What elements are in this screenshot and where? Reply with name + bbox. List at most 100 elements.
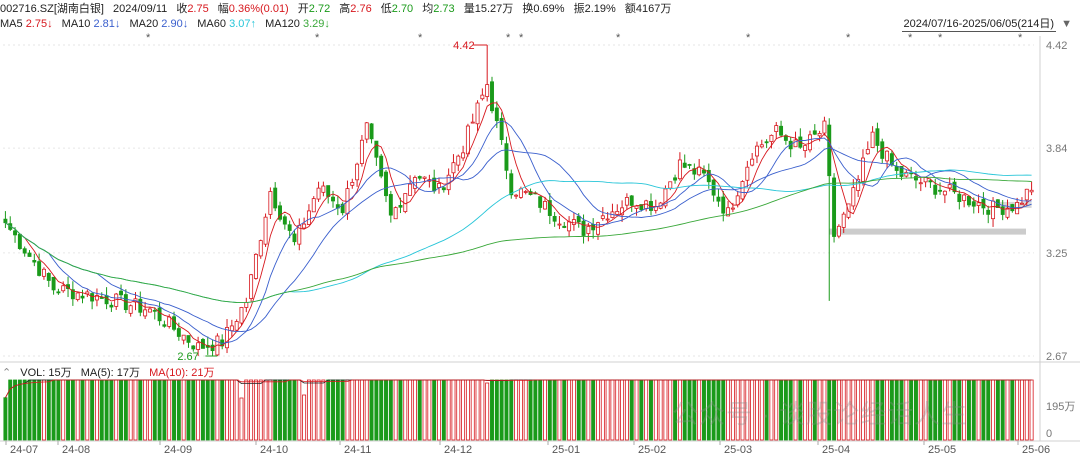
volume-legend: ⌃ VOL: 15万 MA(5): 17万 MA(10): 21万 — [2, 366, 220, 380]
candle — [90, 292, 95, 310]
candle-body — [557, 223, 562, 226]
candle-body — [1005, 207, 1010, 218]
stock-code-name[interactable]: 002716.SZ[湖南白银] — [0, 3, 104, 15]
candle — [56, 288, 61, 295]
volume-bar — [369, 379, 374, 441]
candle — [229, 319, 234, 337]
candle-body — [702, 169, 706, 174]
candle-body — [755, 145, 759, 157]
volume-bar — [205, 379, 210, 441]
volume-bar — [56, 379, 61, 441]
candle-body — [490, 81, 494, 112]
candle-body — [51, 276, 56, 291]
volume-bar — [1029, 379, 1034, 441]
candle — [480, 88, 485, 101]
volume-bar — [461, 379, 466, 441]
candle-body — [316, 187, 321, 200]
candle — [875, 122, 880, 152]
candle — [952, 178, 957, 194]
candle-body — [918, 182, 923, 185]
candle — [880, 138, 885, 164]
ma60-legend: MA60 3.07↑ — [197, 18, 256, 30]
x-tick-label: 25-05 — [928, 444, 956, 456]
volume-bar — [615, 379, 620, 441]
x-tick-label: 25-02 — [638, 444, 666, 456]
candle-body — [263, 216, 268, 245]
volume-bar — [446, 379, 451, 441]
candle — [827, 118, 832, 301]
volume-bar — [586, 379, 591, 441]
candle-body — [41, 268, 46, 277]
candle — [282, 214, 287, 230]
candle-body — [543, 201, 547, 210]
volume-bar — [17, 379, 22, 441]
candle — [504, 136, 509, 180]
candle — [841, 211, 846, 233]
candle-body — [470, 121, 475, 124]
candle — [966, 195, 971, 208]
x-tick-label: 24-12 — [444, 444, 472, 456]
volume-bar — [297, 379, 302, 441]
candle-body — [730, 207, 735, 210]
candle — [181, 334, 186, 345]
volume-bar — [66, 379, 71, 441]
candle — [928, 178, 933, 188]
candle — [8, 216, 13, 232]
volume-bar — [465, 379, 470, 441]
x-tick-label: 24-10 — [260, 444, 288, 456]
candle-body — [480, 94, 485, 100]
volume-bar — [326, 379, 331, 441]
candle — [470, 113, 475, 124]
candle — [759, 139, 764, 149]
candle — [359, 135, 364, 167]
candle — [239, 306, 244, 326]
volume-bar — [331, 379, 335, 441]
candle-body — [249, 274, 254, 299]
candle-body — [253, 253, 258, 279]
event-marker: * — [506, 32, 511, 44]
chevron-down-icon[interactable]: ▼ — [1061, 18, 1072, 30]
candle-body — [258, 240, 263, 257]
candle — [808, 130, 812, 153]
volume-bar — [456, 379, 461, 441]
candle-body — [441, 187, 446, 191]
candle — [441, 186, 446, 193]
candle — [624, 193, 629, 210]
candle-body — [668, 181, 673, 189]
candle — [716, 188, 721, 207]
candle — [234, 319, 239, 332]
candle — [591, 218, 596, 239]
candle — [306, 204, 311, 226]
candle-body — [547, 200, 552, 216]
candle-body — [596, 222, 600, 235]
candle-body — [417, 176, 422, 179]
volume-bar — [437, 379, 441, 441]
candle — [162, 320, 167, 328]
volume-bar — [94, 379, 99, 441]
candle-body — [827, 124, 832, 177]
date-range-selector[interactable]: 2024/07/16-2025/06/05(214日) — [901, 18, 1056, 32]
candle-body — [562, 225, 567, 228]
volume-bar — [22, 379, 27, 441]
candle — [557, 215, 562, 230]
volume-bar — [398, 379, 403, 441]
candle-body — [379, 155, 384, 177]
quote-info-row: 002716.SZ[湖南白银] 2024/09/11 收2.75 幅0.36%(… — [0, 2, 677, 16]
candle-body — [494, 107, 499, 122]
volume-bar — [475, 379, 480, 441]
chevron-up-icon[interactable]: ⌃ — [2, 367, 12, 379]
candle — [427, 174, 432, 188]
grid — [0, 36, 1080, 442]
volume-bar — [490, 379, 494, 441]
volume-bar — [562, 379, 567, 441]
candle-body — [518, 188, 523, 198]
candle-body — [750, 158, 755, 166]
volume-bar — [200, 379, 205, 441]
volume-bar — [403, 379, 408, 441]
candle-body — [639, 204, 644, 211]
volume-bar — [393, 379, 398, 441]
volume-bar — [176, 379, 181, 441]
candle-body — [374, 140, 379, 158]
volume-bar — [538, 379, 543, 441]
